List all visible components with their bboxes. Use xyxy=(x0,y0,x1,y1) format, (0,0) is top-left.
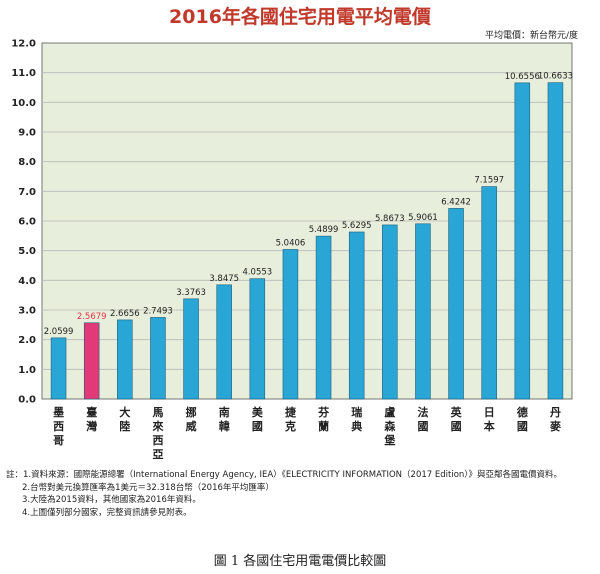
x-tick-label: 森 xyxy=(384,419,396,433)
x-tick-label: 威 xyxy=(186,419,197,433)
x-tick-label: 典 xyxy=(351,419,362,433)
x-tick-label: 日 xyxy=(484,406,495,419)
x-tick-label: 灣 xyxy=(86,419,97,433)
y-tick-label: 9.0 xyxy=(18,128,36,139)
y-tick-label: 8.0 xyxy=(18,157,36,168)
bar xyxy=(150,317,166,400)
x-tick-label: 國 xyxy=(517,420,528,433)
bar xyxy=(481,186,497,400)
x-tick-label: 馬 xyxy=(152,406,163,419)
y-tick-label: 10.0 xyxy=(11,98,36,109)
note-line: 4.上圖僅列部分國家，完整資訊請參見附表。 xyxy=(22,507,192,518)
x-tick-label: 丹 xyxy=(550,406,561,419)
bar xyxy=(117,319,133,400)
x-tick-label: 盧 xyxy=(384,405,395,419)
x-tick-label: 大 xyxy=(119,405,130,419)
x-tick-label: 捷 xyxy=(285,405,297,419)
data-label: 2.6656 xyxy=(110,309,140,319)
x-tick-label: 麥 xyxy=(549,419,562,433)
chart-svg: 2016年各國住宅用電平均電價 平均電價：新台幣元/度 0.0 1.0 2.0 3.0… xyxy=(11,5,578,461)
bar xyxy=(348,231,365,400)
x-tick-label: 挪 xyxy=(186,405,197,419)
chart-notes: 註：1.資料來源：國際能源總署（International Energy Age… xyxy=(6,469,596,519)
bar xyxy=(315,235,332,400)
data-label: 5.6295 xyxy=(342,221,372,231)
y-tick-label: 2.0 xyxy=(18,335,36,346)
x-tick-label: 南 xyxy=(219,405,230,419)
data-label: 5.9061 xyxy=(408,213,438,223)
data-label: 2.0599 xyxy=(44,327,74,337)
x-tick-label: 陸 xyxy=(119,419,130,433)
y-tick-label: 1.0 xyxy=(18,365,36,376)
data-label: 3.3763 xyxy=(176,288,206,298)
x-tick-label: 法 xyxy=(417,405,428,419)
x-tick-label: 國 xyxy=(451,420,462,433)
y-tick-label: 6.0 xyxy=(18,217,36,228)
chart-title: 2016年各國住宅用電平均電價 xyxy=(169,5,432,28)
x-tick-label: 蘭 xyxy=(318,419,329,433)
y-axis: 0.0 1.0 2.0 3.0 4.0 5.0 6.0 7.0 8.0 9.0 10.0 11.0 12… xyxy=(11,39,36,406)
note-line: 註：1.資料來源：國際能源總署（International Energy Age… xyxy=(6,470,563,480)
y-tick-label: 11.0 xyxy=(11,68,36,79)
bar xyxy=(514,82,531,400)
note-line: 3.大陸為2015資料，其他國家為2016年資料。 xyxy=(22,495,201,505)
data-label: 5.4899 xyxy=(309,225,339,235)
bar xyxy=(547,82,564,400)
y-tick-label: 3.0 xyxy=(18,306,36,317)
bars xyxy=(50,82,564,400)
data-label: 7.1597 xyxy=(474,176,504,186)
x-tick-label: 芬 xyxy=(317,405,330,419)
bar xyxy=(415,223,431,400)
labels: 2.0599墨西哥2.5679臺灣2.6656大陸2.7493馬來西亞3.376… xyxy=(44,72,573,461)
data-label: 4.0553 xyxy=(242,268,272,278)
bar xyxy=(282,249,299,400)
y-tick-label: 5.0 xyxy=(18,246,36,257)
x-tick-label: 本 xyxy=(484,419,495,433)
x-tick-label: 克 xyxy=(285,419,296,433)
y-tick-label: 0.0 xyxy=(18,395,36,406)
data-label: 5.0406 xyxy=(276,238,306,248)
x-tick-label: 美 xyxy=(252,405,264,419)
x-tick-label: 西 xyxy=(152,434,163,447)
x-tick-label: 西 xyxy=(53,420,64,433)
y-tick-label: 7.0 xyxy=(18,187,36,198)
x-tick-label: 堡 xyxy=(384,433,395,447)
data-label: 5.8673 xyxy=(375,214,405,224)
data-label: 10.6633 xyxy=(538,72,573,82)
unit-label: 平均電價：新台幣元/度 xyxy=(485,29,578,41)
x-tick-label: 德 xyxy=(516,405,528,419)
bar xyxy=(216,284,232,400)
bar xyxy=(249,278,266,400)
figure-caption: 圖 1 各國住宅用電電價比較圖 xyxy=(213,554,387,569)
x-tick-label: 哥 xyxy=(53,434,64,447)
bar xyxy=(183,298,199,400)
x-tick-label: 瑞 xyxy=(351,405,362,419)
y-tick-label: 4.0 xyxy=(18,276,36,287)
x-tick-label: 墨 xyxy=(53,406,64,419)
bar xyxy=(50,337,67,400)
y-tick-label: 12.0 xyxy=(11,39,36,50)
bar xyxy=(382,224,398,400)
data-label: 10.6556 xyxy=(505,72,540,82)
x-tick-label: 英 xyxy=(450,405,463,419)
data-label: 2.5679 xyxy=(77,312,107,322)
data-label: 6.4242 xyxy=(441,197,471,207)
x-tick-label: 國 xyxy=(252,420,263,433)
x-tick-label: 來 xyxy=(152,419,163,433)
note-line: 2.台幣對美元換算匯率為1美元＝32.318台幣（2016年平均匯率） xyxy=(22,482,274,493)
bar xyxy=(83,322,100,400)
data-label: 3.8475 xyxy=(209,274,239,284)
x-tick-label: 臺 xyxy=(86,405,97,419)
data-label: 2.7493 xyxy=(143,306,173,316)
x-tick-label: 國 xyxy=(417,420,428,433)
bar xyxy=(448,208,464,400)
x-tick-label: 亞 xyxy=(152,448,163,461)
x-tick-label: 韓 xyxy=(219,419,230,433)
